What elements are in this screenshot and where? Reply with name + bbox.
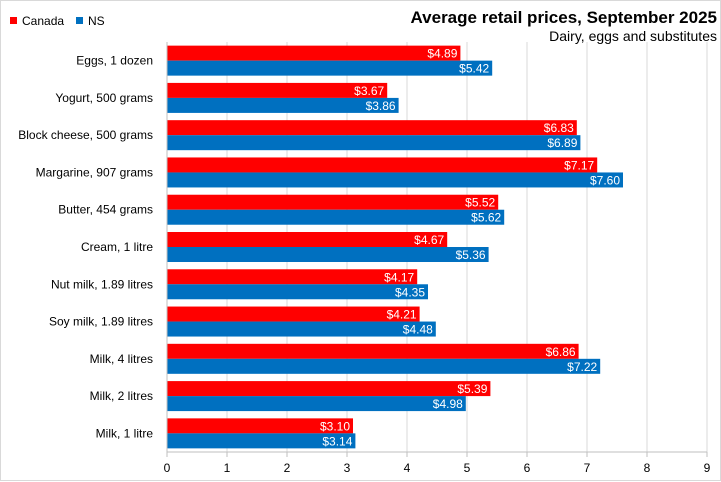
category-label: Cream, 1 litre [81, 240, 153, 254]
bars [167, 45, 623, 449]
category-label: Milk, 2 litres [90, 389, 153, 403]
data-label-ns: $7.60 [590, 173, 620, 187]
data-label-canada: $7.17 [564, 158, 594, 172]
bar-ns [167, 396, 466, 412]
x-tick-label: 6 [524, 461, 531, 475]
bar-canada [167, 381, 491, 397]
category-label: Eggs, 1 dozen [76, 54, 153, 68]
x-tick-label: 9 [704, 461, 711, 475]
legend-swatch-canada [10, 17, 17, 24]
x-tick-label: 1 [224, 461, 231, 475]
data-label-ns: $6.89 [547, 136, 577, 150]
bar-ns [167, 209, 505, 225]
category-label: Yogurt, 500 grams [55, 91, 153, 105]
data-label-ns: $5.42 [459, 62, 489, 76]
bar-canada [167, 418, 353, 434]
legend-label-ns: NS [88, 14, 105, 28]
bar-canada [167, 269, 418, 285]
data-label-canada: $5.39 [457, 382, 487, 396]
x-tick-label: 3 [344, 461, 351, 475]
data-label-canada: $5.52 [465, 196, 495, 210]
data-label-canada: $4.17 [384, 270, 414, 284]
data-label-canada: $3.67 [354, 84, 384, 98]
legend-label-canada: Canada [22, 14, 64, 28]
data-label-canada: $4.21 [387, 308, 417, 322]
bar-ns [167, 284, 428, 300]
bar-ns [167, 60, 493, 76]
x-tick-label: 0 [164, 461, 171, 475]
category-label: Nut milk, 1.89 litres [51, 277, 153, 291]
x-tick-label: 8 [644, 461, 651, 475]
data-label-canada: $3.10 [320, 419, 350, 433]
category-label: Butter, 454 grams [58, 203, 153, 217]
data-label-canada: $6.86 [546, 345, 576, 359]
x-tick-label: 7 [584, 461, 591, 475]
x-tick-label: 4 [404, 461, 411, 475]
bar-ns [167, 358, 601, 374]
bar-ns [167, 247, 489, 262]
category-label: Milk, 1 litre [96, 426, 154, 440]
bar-canada [167, 157, 598, 173]
bar-canada [167, 232, 448, 247]
data-label-ns: $4.98 [433, 397, 463, 411]
bar-canada [167, 82, 388, 98]
data-label-ns: $7.22 [567, 360, 597, 374]
category-label: Milk, 4 litres [90, 352, 153, 366]
data-label-ns: $3.86 [366, 99, 396, 113]
chart-title: Average retail prices, September 2025 [411, 8, 717, 27]
data-label-ns: $3.14 [322, 434, 352, 448]
bar-ns [167, 321, 436, 337]
bar-ns [167, 172, 623, 188]
data-label-ns: $5.36 [456, 248, 486, 262]
chart-subtitle: Dairy, eggs and substitutes [549, 28, 717, 44]
data-label-canada: $4.89 [427, 47, 457, 61]
x-tick-label: 2 [284, 461, 291, 475]
data-label-ns: $4.48 [403, 323, 433, 337]
data-label-ns: $5.62 [471, 211, 501, 225]
bar-ns [167, 433, 356, 449]
bar-canada [167, 306, 420, 322]
data-label-canada: $6.83 [544, 121, 574, 135]
bar-ns [167, 135, 581, 151]
data-label-canada: $4.67 [414, 233, 444, 247]
bar-canada [167, 45, 461, 61]
category-label: Margarine, 907 grams [36, 165, 153, 179]
data-labels: $4.89$5.42 $3.67$3.86 $6.83$6.89 $7.17$7.60… [320, 47, 620, 449]
x-tick-label: 5 [464, 461, 471, 475]
bar-ns [167, 97, 399, 113]
bar-canada [167, 194, 499, 210]
legend: Canada NS [10, 14, 105, 28]
bar-canada [167, 120, 577, 136]
bar-canada [167, 343, 579, 359]
axes: 0 1 2 3 4 5 6 7 8 9 Eggs, 1 dozen Yogurt, 500 grams… [18, 42, 711, 475]
category-label: Soy milk, 1.89 litres [49, 315, 153, 329]
legend-swatch-ns [76, 17, 83, 24]
category-label: Block cheese, 500 grams [18, 128, 153, 142]
data-label-ns: $4.35 [395, 285, 425, 299]
